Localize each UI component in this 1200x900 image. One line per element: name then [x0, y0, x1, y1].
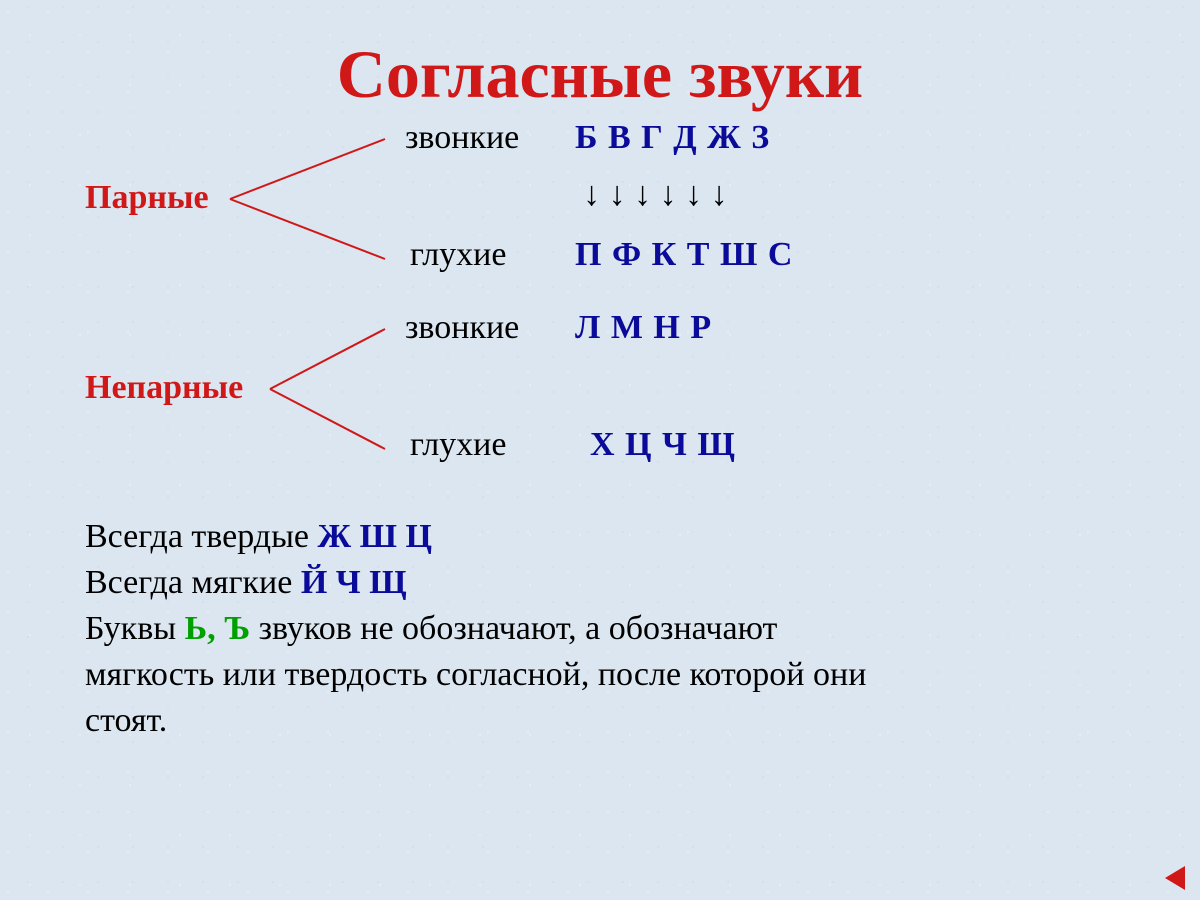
paired-voiced-label: звонкие	[405, 119, 519, 157]
bottom-notes: Всегда твердые Ж Ш Ц Всегда мягкие Й Ч Щ…	[0, 514, 1200, 743]
signs-line-3: стоят.	[85, 698, 1115, 744]
paired-section: Парные звонкие Б В Г Д Ж З ↓ ↓ ↓ ↓ ↓ ↓ г…	[85, 124, 1115, 294]
unpaired-voiced-letters: Л М Н Р	[575, 309, 712, 347]
unpaired-voiced-label: звонкие	[405, 309, 519, 347]
unpaired-voiceless-letters: Х Ц Ч Щ	[590, 426, 736, 464]
paired-voiceless-letters: П Ф К Т Ш С	[575, 236, 793, 274]
always-soft-letters: Й Ч Щ	[301, 564, 407, 601]
main-content: Парные звонкие Б В Г Д Ж З ↓ ↓ ↓ ↓ ↓ ↓ г…	[0, 124, 1200, 484]
slide-title: Согласные звуки	[0, 0, 1200, 124]
signs-line-2: мягкость или твердость согласной, после …	[85, 652, 1115, 698]
paired-arrows: ↓ ↓ ↓ ↓ ↓ ↓	[583, 176, 728, 214]
always-hard-letters: Ж Ш Ц	[318, 518, 432, 555]
always-hard-line: Всегда твердые Ж Ш Ц	[85, 514, 1115, 560]
always-soft-line: Всегда мягкие Й Ч Щ	[85, 560, 1115, 606]
signs-pre: Буквы	[85, 610, 185, 647]
unpaired-label: Непарные	[85, 369, 243, 407]
always-hard-text: Всегда твердые	[85, 518, 318, 555]
signs-letters: Ь, Ъ	[185, 610, 251, 647]
unpaired-voiceless-label: глухие	[410, 426, 506, 464]
always-soft-text: Всегда мягкие	[85, 564, 301, 601]
signs-post: звуков не обозначают, а обозначают	[250, 610, 777, 647]
paired-label: Парные	[85, 179, 209, 217]
paired-voiced-letters: Б В Г Д Ж З	[575, 119, 770, 157]
unpaired-section: Непарные звонкие Л М Н Р глухие Х Ц Ч Щ	[85, 314, 1115, 484]
back-arrow-icon[interactable]	[1165, 866, 1185, 890]
paired-voiceless-label: глухие	[410, 236, 506, 274]
signs-line-1: Буквы Ь, Ъ звуков не обозначают, а обозн…	[85, 606, 1115, 652]
